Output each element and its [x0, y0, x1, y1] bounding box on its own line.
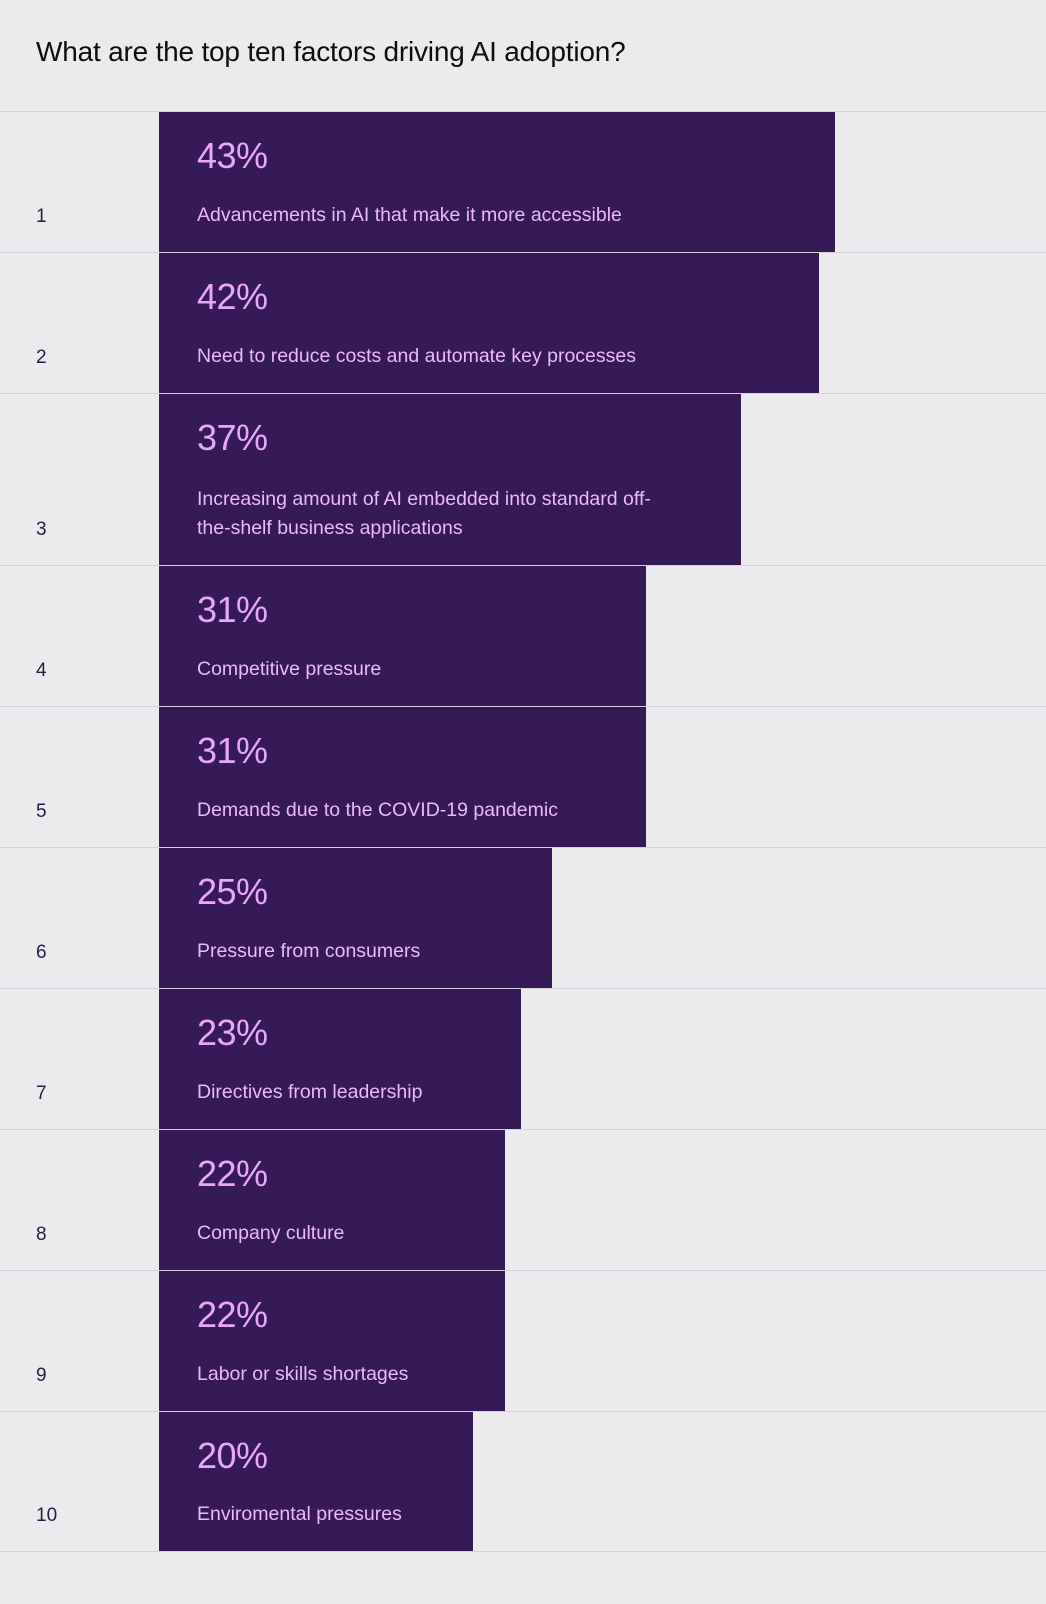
bar [159, 707, 646, 847]
bar [159, 1412, 473, 1551]
bar [159, 112, 835, 252]
category-label: Competitive pressure [197, 658, 382, 680]
category-label: Enviromental pressures [197, 1503, 402, 1525]
rank-label: 3 [36, 519, 47, 540]
bar [159, 1130, 505, 1270]
bar-row: 7 23% Directives from leadership [0, 988, 1046, 1129]
rank-label: 1 [36, 206, 47, 227]
category-label: Company culture [197, 1222, 345, 1244]
chart-title: What are the top ten factors driving AI … [36, 36, 626, 67]
value-label: 25% [197, 871, 268, 912]
bar-row: 10 20% Enviromental pressures [0, 1411, 1046, 1552]
bar-row: 8 22% Company culture [0, 1129, 1046, 1270]
bar [159, 394, 741, 565]
value-label: 37% [197, 417, 268, 458]
value-label: 20% [197, 1435, 268, 1476]
bar-row: 1 43% Advancements in AI that make it more… [0, 111, 1046, 252]
bar-row: 6 25% Pressure from consumers [0, 847, 1046, 988]
rank-label: 9 [36, 1365, 47, 1386]
rank-label: 10 [36, 1505, 58, 1526]
bar [159, 848, 552, 988]
bar-row: 9 22% Labor or skills shortages [0, 1270, 1046, 1411]
category-label: Need to reduce costs and automate key pr… [197, 345, 636, 367]
value-label: 31% [197, 589, 268, 630]
category-label: Demands due to the COVID-19 pandemic [197, 799, 558, 821]
bar [159, 566, 646, 706]
value-label: 43% [197, 135, 268, 176]
value-label: 22% [197, 1294, 268, 1335]
bar [159, 989, 521, 1129]
rank-label: 8 [36, 1224, 47, 1245]
bar [159, 1271, 505, 1411]
rank-label: 6 [36, 942, 47, 963]
rank-label: 2 [36, 347, 47, 368]
bar-row: 4 31% Competitive pressure [0, 565, 1046, 706]
value-label: 23% [197, 1012, 268, 1053]
bar [159, 253, 819, 393]
category-label: Advancements in AI that make it more acc… [197, 204, 622, 226]
rank-label: 5 [36, 801, 47, 822]
bar-row: 2 42% Need to reduce costs and automate ke… [0, 252, 1046, 393]
category-label: Increasing amount of AI embedded into st… [197, 488, 651, 539]
category-label: Labor or skills shortages [197, 1363, 409, 1385]
rank-label: 4 [36, 660, 47, 681]
bar-chart: 1 43% Advancements in AI that make it more… [0, 111, 1046, 1552]
value-label: 42% [197, 276, 268, 317]
value-label: 22% [197, 1153, 268, 1194]
rank-label: 7 [36, 1083, 47, 1104]
bar-row: 5 31% Demands due to the COVID-19 pandemic [0, 706, 1046, 847]
value-label: 31% [197, 730, 268, 771]
category-label: Pressure from consumers [197, 940, 421, 962]
category-label: Directives from leadership [197, 1081, 423, 1103]
bar-row: 3 37% Increasing amount of AI embedded int… [0, 393, 1046, 565]
